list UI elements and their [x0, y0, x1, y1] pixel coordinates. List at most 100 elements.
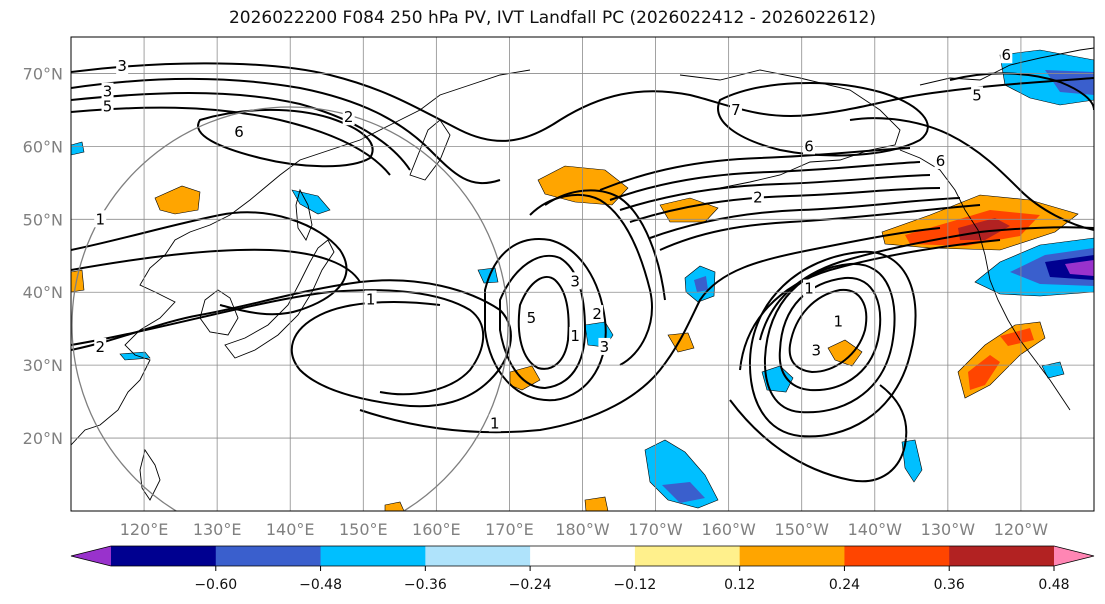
lon-tick-label: 160°W	[701, 520, 756, 539]
contour-label: 5	[103, 97, 113, 115]
contour-label: 5	[972, 86, 982, 104]
pv-contour	[649, 197, 961, 239]
colorbar-tick-label: −0.48	[299, 577, 342, 593]
contour-label: 2	[344, 108, 354, 126]
latitude-labels: 70°N 60°N 50°N 40°N 30°N 20°N	[23, 64, 63, 448]
lat-tick-label: 40°N	[23, 283, 63, 302]
pv-contour	[659, 204, 981, 251]
pv-contour	[197, 109, 374, 168]
pv-contour	[71, 62, 1094, 142]
contour-label: 5	[527, 309, 537, 327]
pv-contour	[609, 161, 921, 201]
negative-anomaly-region	[71, 141, 85, 156]
positive-anomaly-region	[584, 496, 609, 511]
philippines-coastline	[139, 448, 161, 501]
lon-tick-label: 130°W	[921, 520, 976, 539]
positive-anomaly-region	[1000, 328, 1034, 346]
contour-label-bg	[598, 337, 611, 355]
lat-tick-label: 30°N	[23, 356, 63, 375]
pv-contour	[71, 77, 501, 185]
contour-label: 3	[600, 338, 610, 356]
contour-label-bg	[751, 188, 764, 206]
colorbar-tick-label: −0.36	[404, 577, 447, 593]
contour-label-bg	[342, 108, 355, 126]
contour-label: 2	[592, 305, 602, 323]
lon-tick-label: 140°E	[266, 520, 315, 539]
lon-tick-label: 160°E	[412, 520, 461, 539]
colorbar-extend-low	[71, 546, 111, 566]
contour-label-bg	[94, 337, 107, 355]
pv-contour	[739, 239, 1001, 371]
contour-label-bg	[803, 279, 816, 297]
colorbar-outline	[70, 545, 1095, 567]
colorbar-swatch	[320, 546, 426, 566]
lon-tick-label: 170°E	[485, 520, 534, 539]
positive-anomaly-region	[667, 332, 695, 353]
pv-contour	[717, 82, 929, 157]
contour-label-bg	[116, 57, 129, 75]
negative-anomaly-region	[291, 189, 331, 215]
contour-label-bg	[729, 100, 742, 118]
contour-label: 1	[570, 327, 580, 345]
pv-contour	[619, 174, 931, 211]
sakhalin-coastline	[295, 188, 313, 241]
lon-tick-label: 150°E	[339, 520, 388, 539]
colorbar-tick-label: −0.60	[194, 577, 237, 593]
contour-label: 2	[753, 188, 763, 206]
negative-anomaly-region	[644, 439, 719, 509]
positive-anomaly-region	[384, 501, 405, 511]
lat-tick-label: 60°N	[23, 137, 63, 156]
contour-label-bg	[101, 82, 114, 100]
positive-anomaly-region	[958, 218, 1010, 240]
pv-contour	[484, 238, 607, 402]
pv-contour	[788, 288, 868, 374]
range-circle	[71, 106, 509, 511]
pv-contour	[499, 254, 587, 390]
korea-coastline	[199, 289, 239, 336]
negative-anomaly-region	[1065, 260, 1094, 276]
positive-anomaly-region	[827, 339, 863, 367]
negative-anomaly-region	[694, 276, 708, 292]
colorbar-swatch	[111, 546, 217, 566]
north-america-coastline	[899, 149, 1071, 411]
contour-label: 1	[490, 414, 500, 432]
colorbar-swatch	[949, 546, 1055, 566]
map-title: 2026022200 F084 250 hPa PV, IVT Landfall…	[228, 8, 876, 28]
colorbar-swatch	[215, 546, 322, 566]
contour-label-bg	[233, 122, 246, 140]
lon-tick-label: 120°W	[994, 520, 1049, 539]
negative-anomaly-region	[662, 482, 705, 503]
pv-contour	[729, 384, 908, 483]
pv-contour	[71, 106, 391, 176]
lat-tick-label: 70°N	[23, 64, 63, 83]
pv-contour	[544, 189, 666, 301]
negative-anomaly-region	[761, 365, 794, 393]
pv-contour	[949, 72, 1094, 111]
asia-coastline	[71, 69, 531, 446]
colorbar-tick-label: 0.12	[724, 577, 755, 593]
colorbar-tick-label: 0.24	[829, 577, 860, 593]
positive-anomaly-region	[71, 269, 85, 293]
contour-label: 6	[804, 137, 814, 155]
contour-label-bg	[94, 210, 107, 228]
pv-contour	[71, 248, 361, 283]
contour-label-bg	[569, 272, 582, 290]
pv-contour	[599, 147, 911, 191]
negative-anomaly-region	[1045, 70, 1094, 95]
pv-contours	[71, 62, 1094, 483]
contour-label-bg	[1000, 46, 1013, 64]
contour-label: 7	[731, 101, 741, 119]
graticule	[71, 37, 1094, 511]
colorbar-tick-label: −0.24	[509, 577, 552, 593]
contour-label: 3	[812, 342, 822, 360]
pv-contour	[71, 92, 411, 171]
lon-tick-label: 140°W	[848, 520, 903, 539]
negative-anomaly-region	[119, 351, 151, 361]
contour-label-bg	[803, 137, 816, 155]
colorbar-swatch	[634, 546, 741, 566]
lon-tick-label: 130°E	[193, 520, 242, 539]
pv-contour	[748, 250, 917, 438]
lon-tick-label: 170°W	[628, 520, 683, 539]
negative-anomaly-region	[901, 439, 923, 483]
